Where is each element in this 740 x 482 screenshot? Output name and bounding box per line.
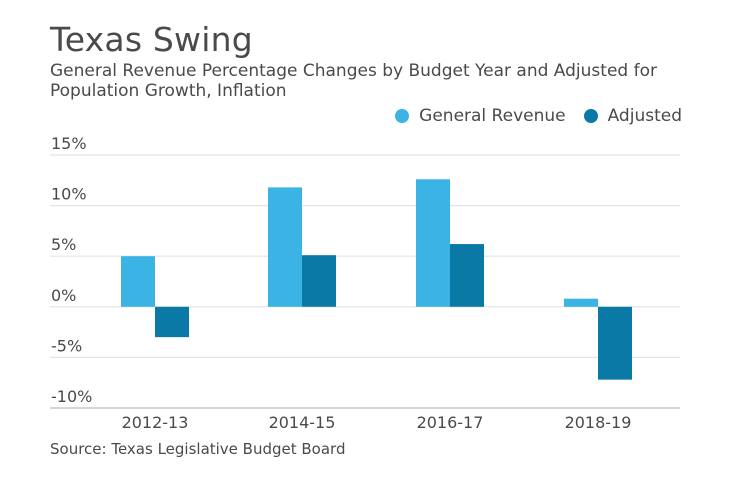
bar-general-revenue-2016-17 bbox=[416, 179, 450, 307]
chart-subtitle: General Revenue Percentage Changes by Bu… bbox=[50, 61, 657, 101]
bar-adjusted-2018-19 bbox=[598, 306, 632, 380]
bar-general-revenue-2012-13 bbox=[121, 256, 155, 307]
bar-adjusted-2016-17 bbox=[450, 244, 484, 307]
bar-adjusted-2012-13 bbox=[155, 306, 189, 338]
y-tick-label: 10% bbox=[51, 185, 87, 204]
source-note: Source: Texas Legislative Budget Board bbox=[50, 440, 346, 458]
y-tick-label: -10% bbox=[51, 387, 92, 406]
y-tick-label: -5% bbox=[51, 336, 82, 355]
x-tick-label: 2018-19 bbox=[565, 413, 632, 432]
x-tick-label: 2012-13 bbox=[122, 413, 189, 432]
y-tick-label: 0% bbox=[51, 286, 76, 305]
y-tick-label: 5% bbox=[51, 235, 76, 254]
x-tick-label: 2016-17 bbox=[417, 413, 484, 432]
legend: General Revenue Adjusted bbox=[377, 106, 682, 126]
legend-item-adjusted: Adjusted bbox=[583, 106, 682, 126]
bar-general-revenue-2018-19 bbox=[564, 298, 598, 307]
legend-label-general-revenue: General Revenue bbox=[419, 106, 566, 126]
legend-swatch-general-revenue bbox=[395, 109, 410, 123]
bar-adjusted-2014-15 bbox=[302, 255, 336, 307]
y-tick-label: 15% bbox=[51, 134, 87, 153]
legend-swatch-adjusted bbox=[583, 109, 598, 123]
legend-item-general-revenue: General Revenue bbox=[395, 106, 566, 126]
bar-general-revenue-2014-15 bbox=[268, 187, 302, 307]
x-tick-label: 2014-15 bbox=[269, 413, 336, 432]
legend-label-adjusted: Adjusted bbox=[607, 106, 682, 126]
chart-title: Texas Swing bbox=[50, 20, 253, 59]
